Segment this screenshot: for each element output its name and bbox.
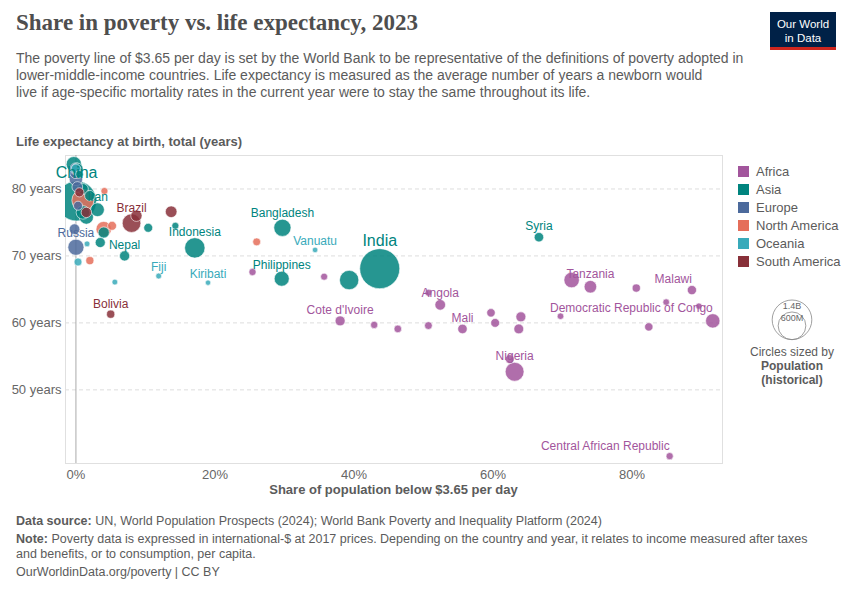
- html-text:OurWorldinData.org/poverty | C: OurWorldinData.org/poverty | CC BY: [16, 565, 220, 579]
- svg-text:Cote d'Ivoire: Cote d'Ivoire: [307, 303, 374, 317]
- svg-text:60 years: 60 years: [12, 315, 62, 330]
- html-text:Note: Poverty data is expresse: Note: Poverty data is expressed in inter…: [16, 532, 808, 561]
- svg-text:Fiji: Fiji: [151, 260, 166, 274]
- html-text:Our World: Our World: [776, 18, 830, 30]
- svg-text:Indonesia: Indonesia: [169, 225, 221, 239]
- svg-text:Bangladesh: Bangladesh: [251, 206, 314, 220]
- svg-text:Tanzania: Tanzania: [566, 267, 614, 281]
- html-text:Asia: Asia: [756, 181, 782, 197]
- html-text:The poverty line of $3.65 per: The poverty line of $3.65 per day is set…: [16, 50, 744, 66]
- svg-text:Brazil: Brazil: [117, 201, 147, 215]
- html-text:Population (historical): Population (historical): [761, 358, 823, 387]
- html-text:North America: North America: [756, 217, 839, 233]
- svg-text:80%: 80%: [619, 467, 645, 482]
- html-text:Africa: Africa: [756, 163, 790, 179]
- svg-text:Nepal: Nepal: [109, 238, 140, 252]
- svg-text:Vanuatu: Vanuatu: [293, 234, 337, 248]
- svg-text:Bolivia: Bolivia: [93, 297, 129, 311]
- html-text:in Data: in Data: [784, 32, 822, 44]
- svg-text:China: China: [56, 164, 98, 181]
- html-text:Share of population below $3.6: Share of population below $3.65 per day: [269, 482, 518, 497]
- html-text:lower-middle-income countries.: lower-middle-income countries. Life expe…: [16, 67, 703, 83]
- svg-text:0%: 0%: [67, 467, 86, 482]
- svg-text:India: India: [362, 232, 397, 249]
- html-text:Data source: UN, World Populat: Data source: UN, World Population Prospe…: [16, 514, 602, 528]
- html-text:Oceania: Oceania: [756, 235, 805, 251]
- svg-text:1.4B: 1.4B: [783, 301, 802, 311]
- svg-text:Central African Republic: Central African Republic: [541, 439, 670, 453]
- html-text:South America: South America: [756, 253, 841, 269]
- svg-text:50 years: 50 years: [12, 382, 62, 397]
- html-text:live if age-specific mortality: live if age-specific mortality rates in …: [16, 84, 591, 100]
- svg-text:600M: 600M: [781, 313, 804, 323]
- svg-text:Philippines: Philippines: [253, 258, 311, 272]
- svg-text:Angola: Angola: [422, 286, 460, 300]
- svg-text:20%: 20%: [202, 467, 228, 482]
- svg-text:Democratic Republic of Congo: Democratic Republic of Congo: [550, 301, 713, 315]
- svg-text:70 years: 70 years: [12, 248, 62, 263]
- svg-text:40%: 40%: [341, 467, 367, 482]
- svg-text:Iran: Iran: [87, 190, 108, 204]
- svg-text:Malawi: Malawi: [655, 272, 692, 286]
- svg-text:Nigeria: Nigeria: [496, 349, 534, 363]
- html-text:Life expectancy at birth, tota: Life expectancy at birth, total (years): [16, 134, 243, 149]
- svg-text:60%: 60%: [480, 467, 506, 482]
- html-text:Share in poverty vs. life expe: Share in poverty vs. life expectancy, 20…: [16, 10, 418, 35]
- html-text:Circles sized by: Circles sized by: [750, 344, 834, 359]
- svg-text:Russia: Russia: [58, 226, 95, 240]
- svg-text:Mali: Mali: [451, 311, 473, 325]
- svg-text:80 years: 80 years: [12, 181, 62, 196]
- html-text:Europe: Europe: [756, 199, 798, 215]
- svg-text:Kiribati: Kiribati: [190, 267, 227, 281]
- svg-text:Syria: Syria: [525, 219, 553, 233]
